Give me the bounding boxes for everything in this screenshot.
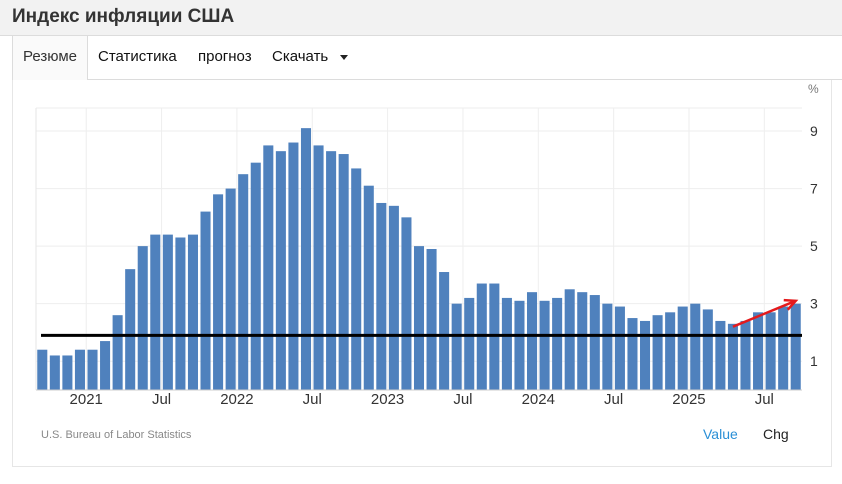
chart-panel: [12, 80, 832, 467]
tab-statistics-label: Статистика: [98, 48, 177, 65]
x-tick-label-8: 2025: [672, 391, 705, 408]
x-tick-label-9: Jul: [755, 391, 774, 408]
bar-2022-08: [326, 151, 337, 390]
bar-2021-04: [125, 269, 136, 390]
bar-2022-01: [238, 174, 249, 390]
bar-2025-07: [765, 312, 776, 390]
x-tick-label-5: Jul: [453, 391, 472, 408]
y-tick-label-0: 1: [810, 353, 818, 369]
chg-toggle-label: Chg: [763, 426, 789, 442]
bar-2024-11: [665, 312, 676, 390]
bar-2024-10: [652, 315, 663, 390]
x-tick-label-4: 2023: [371, 391, 404, 408]
tab-summary-label: Резюме: [23, 48, 77, 65]
data-source: U.S. Bureau of Labor Statistics: [41, 429, 192, 441]
bar-2024-01: [539, 300, 550, 390]
bar-2022-09: [338, 154, 349, 390]
bar-2021-11: [213, 194, 224, 390]
bar-2023-04: [426, 249, 437, 390]
bar-2022-02: [250, 162, 261, 390]
annotation-arrow-head: [783, 298, 799, 311]
bar-2022-12: [376, 202, 387, 390]
bar-2021-02: [100, 341, 111, 390]
bar-2023-02: [401, 217, 412, 390]
bar-2022-04: [275, 151, 286, 390]
bar-2025-02: [702, 309, 713, 390]
bar-2022-03: [263, 145, 274, 390]
bar-2020-09: [37, 349, 48, 390]
bar-2024-04: [577, 292, 588, 390]
title-bar: Индекс инфляции США: [0, 0, 842, 36]
y-unit-label: %: [808, 82, 819, 96]
tab-bar: Резюме Статистика прогноз Скачать: [12, 36, 842, 80]
tab-forecast[interactable]: прогноз: [198, 36, 252, 79]
bar-2024-06: [602, 303, 613, 390]
bar-2021-01: [87, 349, 98, 390]
y-tick-label-3: 7: [810, 181, 818, 197]
bar-2024-08: [627, 318, 638, 390]
x-tick-label-7: Jul: [604, 391, 623, 408]
bar-2022-07: [313, 145, 324, 390]
tab-summary[interactable]: Резюме: [12, 36, 88, 80]
bar-2022-05: [288, 142, 299, 390]
bar-2022-10: [351, 168, 362, 390]
y-tick-label-2: 5: [810, 238, 818, 254]
bar-2023-06: [451, 303, 462, 390]
bar-2021-07: [162, 234, 173, 390]
bar-2021-09: [187, 234, 198, 390]
y-tick-label-1: 3: [810, 296, 818, 312]
bar-2021-03: [112, 315, 123, 390]
x-tick-label-3: Jul: [303, 391, 322, 408]
value-toggle[interactable]: Value: [703, 426, 738, 442]
bar-2025-08: [778, 306, 789, 390]
bar-2021-06: [150, 234, 161, 390]
bar-2024-12: [677, 306, 688, 390]
bar-2025-05: [740, 320, 751, 390]
annotation-arrow-shaft: [732, 299, 797, 328]
y-tick-label-4: 9: [810, 123, 818, 139]
x-tick-label-2: 2022: [220, 391, 253, 408]
bar-2021-05: [137, 246, 148, 390]
bar-2022-06: [300, 128, 312, 390]
bar-2024-02: [552, 297, 563, 390]
bar-2025-04: [727, 323, 738, 390]
bar-2023-10: [501, 297, 512, 390]
tab-statistics[interactable]: Статистика: [98, 36, 177, 79]
bar-2023-03: [413, 246, 425, 390]
x-tick-label-6: 2024: [522, 391, 555, 408]
value-toggle-label: Value: [703, 426, 738, 442]
bar-2020-11: [62, 355, 73, 390]
chg-toggle[interactable]: Chg: [763, 426, 789, 442]
x-tick-label-0: 2021: [70, 391, 103, 408]
bar-2023-05: [439, 272, 450, 390]
tab-download[interactable]: Скачать: [272, 36, 349, 79]
bar-2025-01: [690, 303, 701, 390]
bar-2020-10: [49, 355, 60, 390]
tab-forecast-label: прогноз: [198, 48, 252, 65]
bar-2024-07: [614, 306, 625, 390]
x-tick-label-1: Jul: [152, 391, 171, 408]
bar-2025-06: [753, 312, 764, 390]
tab-download-label: Скачать: [272, 48, 329, 65]
bar-2023-01: [388, 205, 399, 390]
bar-2024-09: [640, 320, 651, 390]
bar-2022-11: [363, 185, 374, 390]
bar-2025-03: [715, 320, 726, 390]
bar-2021-12: [225, 188, 236, 390]
caret-down-icon: [340, 54, 349, 60]
bar-2021-10: [200, 211, 211, 390]
bar-2021-08: [175, 237, 186, 390]
bar-2023-07: [464, 297, 475, 390]
bar-2024-03: [564, 289, 575, 390]
bar-2020-12: [74, 349, 85, 390]
inflation-chart: 1 3 5 7 9% 2021 Jul 2022 Jul 2023 Jul 2024 Jul 2025 Ju…: [35, 82, 819, 408]
bar-2025-09: [790, 303, 801, 390]
page-title: Индекс инфляции США: [12, 6, 235, 27]
bar-2023-12: [526, 292, 538, 390]
bar-2023-11: [514, 300, 525, 390]
bar-2024-05: [589, 295, 600, 390]
